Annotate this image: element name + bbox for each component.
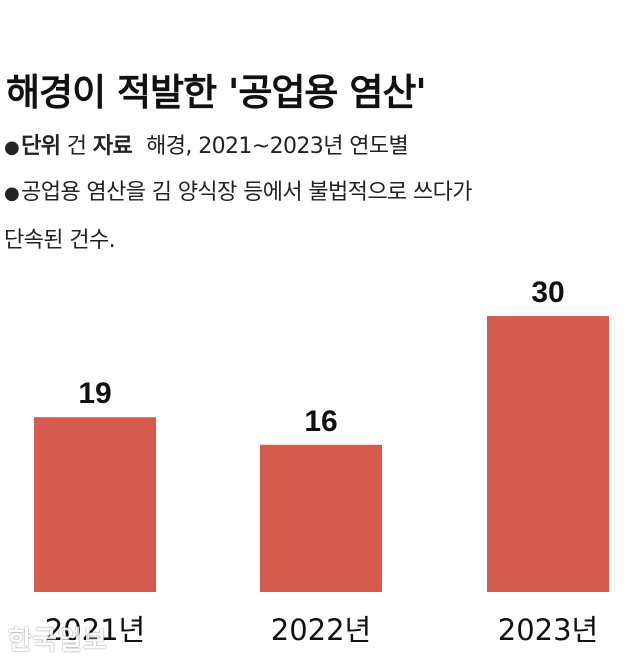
description-line-2: 단속된 건수. [4,222,116,254]
bullet-icon: ● [4,183,20,204]
unit-value: 건 [66,134,87,159]
unit-label: 단위 [21,134,61,159]
source-label: 자료 [92,134,133,159]
description-line-1: ●공업용 염산을 김 양식장 등에서 불법적으로 쓰다가 [4,174,473,206]
description-text-1: 공업용 염산을 김 양식장 등에서 불법적으로 쓰다가 [21,180,472,205]
data-label-2021년: 19 [78,377,111,410]
source-value: 해경, 2021~2023년 연도별 [146,134,409,159]
bar-2022년 [260,444,382,592]
unit-source-note: ●단위 건 자료 해경, 2021~2023년 연도별 [4,128,409,160]
bar-2021년 [34,417,156,592]
x-tick-label: 2023년 [498,613,598,647]
x-tick-label: 2022년 [271,613,371,647]
description-text-2: 단속된 건수. [4,228,116,253]
data-label-2023년: 30 [531,276,564,309]
bullet-icon: ● [4,137,20,158]
bar-2023년 [487,316,609,592]
x-tick-label: 2021년 [45,613,145,647]
data-label-2022년: 16 [304,405,337,438]
watermark-logo: 한국일보 [8,626,108,656]
chart-title: 해경이 적발한 '공업용 염산' [6,71,427,114]
